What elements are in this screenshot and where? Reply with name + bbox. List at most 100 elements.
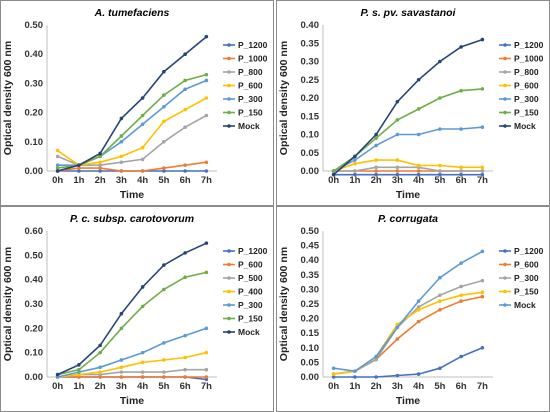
data-point-mock bbox=[459, 45, 463, 49]
data-point-p-1200 bbox=[395, 172, 400, 177]
legend-label-mock: Mock bbox=[238, 327, 260, 337]
x-tick-label: 4h bbox=[413, 175, 424, 186]
y-tick-label: 0.05 bbox=[301, 357, 320, 368]
data-point-p-150 bbox=[98, 350, 102, 355]
x-tick-label: 6h bbox=[180, 175, 191, 186]
x-tick-label: 2h bbox=[95, 175, 106, 186]
x-tick-label: 2h bbox=[371, 175, 382, 186]
legend-label-p-300: P_300 bbox=[514, 273, 539, 283]
data-point-p-600 bbox=[459, 165, 463, 170]
data-point-p-150 bbox=[438, 299, 442, 303]
data-point-p-150 bbox=[119, 134, 124, 138]
data-point-mock bbox=[395, 99, 400, 104]
data-point-p-300 bbox=[55, 163, 60, 167]
data-point-p-1200 bbox=[395, 373, 400, 378]
data-point-p-300 bbox=[374, 357, 378, 362]
y-tick-label: 0.10 bbox=[301, 343, 320, 354]
data-point-p-600 bbox=[119, 154, 124, 159]
data-point-p-400 bbox=[204, 350, 209, 355]
series-line-p-300 bbox=[57, 327, 207, 378]
y-tick-label: 0.20 bbox=[301, 93, 320, 104]
series-line-p-1200 bbox=[333, 347, 483, 378]
legend-marker-p-600 bbox=[227, 83, 231, 88]
data-point-mock bbox=[55, 169, 60, 173]
data-point-mock bbox=[204, 241, 209, 245]
data-point-mock bbox=[438, 59, 442, 64]
data-point-p-1200 bbox=[459, 172, 463, 177]
data-point-mock bbox=[331, 366, 336, 371]
data-point-p-300 bbox=[119, 358, 124, 362]
data-point-p-600 bbox=[416, 319, 421, 324]
x-tick-label: 3h bbox=[116, 381, 127, 392]
data-point-p-150 bbox=[416, 107, 421, 111]
data-point-p-1000 bbox=[98, 166, 102, 170]
data-point-p-150 bbox=[162, 287, 166, 292]
legend: P_1200 P_600 P_300 P_150 Mock bbox=[499, 246, 544, 310]
data-point-p-1000 bbox=[204, 160, 209, 165]
data-point-p-600 bbox=[438, 308, 442, 312]
data-point-p-600 bbox=[374, 158, 378, 162]
legend-marker-p-800 bbox=[227, 70, 231, 74]
legend-marker-mock bbox=[227, 330, 231, 334]
legend-label-p-600: P_600 bbox=[514, 260, 539, 270]
data-point-p-800 bbox=[459, 169, 463, 173]
series-line-p-600 bbox=[333, 295, 483, 375]
data-point-mock bbox=[119, 311, 124, 316]
data-point-p-400 bbox=[119, 365, 124, 370]
data-point-p-600 bbox=[98, 160, 102, 165]
data-point-p-600 bbox=[353, 161, 357, 166]
y-tick-label: 0.35 bbox=[301, 270, 320, 281]
legend-label-p-150: P_150 bbox=[238, 314, 263, 324]
y-tick-label: 0.15 bbox=[301, 111, 320, 122]
x-tick-label: 0h bbox=[328, 381, 339, 392]
series-p-150 bbox=[331, 290, 485, 376]
legend-marker-p-1200 bbox=[227, 249, 231, 253]
data-point-p-300 bbox=[416, 132, 421, 137]
data-point-p-1200 bbox=[183, 169, 187, 173]
data-point-p-1000 bbox=[77, 166, 81, 170]
data-point-mock bbox=[140, 96, 145, 100]
data-point-mock bbox=[353, 369, 357, 373]
x-tick-label: 2h bbox=[95, 381, 106, 392]
legend-marker-p-600 bbox=[503, 83, 507, 88]
legend-marker-p-150 bbox=[503, 110, 507, 115]
data-point-p-150 bbox=[204, 72, 209, 77]
data-point-mock bbox=[416, 299, 421, 303]
data-point-p-400 bbox=[98, 370, 102, 374]
series-line-mock bbox=[333, 250, 483, 373]
series-p-150 bbox=[55, 270, 209, 377]
legend-marker-p-800 bbox=[503, 70, 507, 74]
legend-label-p-300: P_300 bbox=[238, 300, 263, 310]
chart-svg-p-s-pv-savastanoi: P. s. pv. savastanoi 0.00 0.05 0.10 0.15 0.20… bbox=[278, 7, 544, 201]
data-point-mock bbox=[480, 249, 485, 254]
data-point-p-1200 bbox=[353, 375, 357, 379]
data-point-p-600 bbox=[140, 145, 145, 150]
data-point-p-150 bbox=[459, 88, 463, 93]
x-tick-label: 5h bbox=[158, 381, 169, 392]
data-point-p-150 bbox=[77, 367, 81, 372]
data-point-p-150 bbox=[183, 275, 187, 280]
data-point-mock bbox=[459, 261, 463, 265]
data-point-p-800 bbox=[55, 154, 60, 159]
data-point-mock bbox=[395, 325, 400, 330]
legend-label-mock: Mock bbox=[514, 121, 536, 131]
data-point-p-600 bbox=[183, 107, 187, 112]
series-line-mock bbox=[333, 38, 483, 176]
data-point-p-1200 bbox=[459, 354, 463, 359]
legend-marker-p-600 bbox=[503, 262, 507, 267]
legend-marker-p-150 bbox=[503, 289, 507, 294]
data-point-p-500 bbox=[204, 367, 209, 372]
data-point-p-150 bbox=[459, 293, 463, 298]
y-tick-label: 0.50 bbox=[25, 250, 44, 261]
series-mock bbox=[55, 241, 209, 377]
series-p-150 bbox=[55, 72, 209, 170]
data-point-p-150 bbox=[438, 96, 442, 100]
chart-svg-a-tumefaciens: A. tumefaciens 0.00 0.10 0.20 0.30 0.40 0.50 0h… bbox=[2, 7, 268, 201]
legend-marker-mock bbox=[503, 124, 507, 128]
legend-marker-p-300 bbox=[503, 97, 507, 101]
y-tick-label: 0.40 bbox=[25, 49, 44, 60]
data-point-mock bbox=[374, 132, 378, 137]
data-point-p-300 bbox=[459, 284, 463, 289]
series-mock bbox=[331, 249, 485, 373]
x-axis-title: Time bbox=[396, 189, 420, 201]
